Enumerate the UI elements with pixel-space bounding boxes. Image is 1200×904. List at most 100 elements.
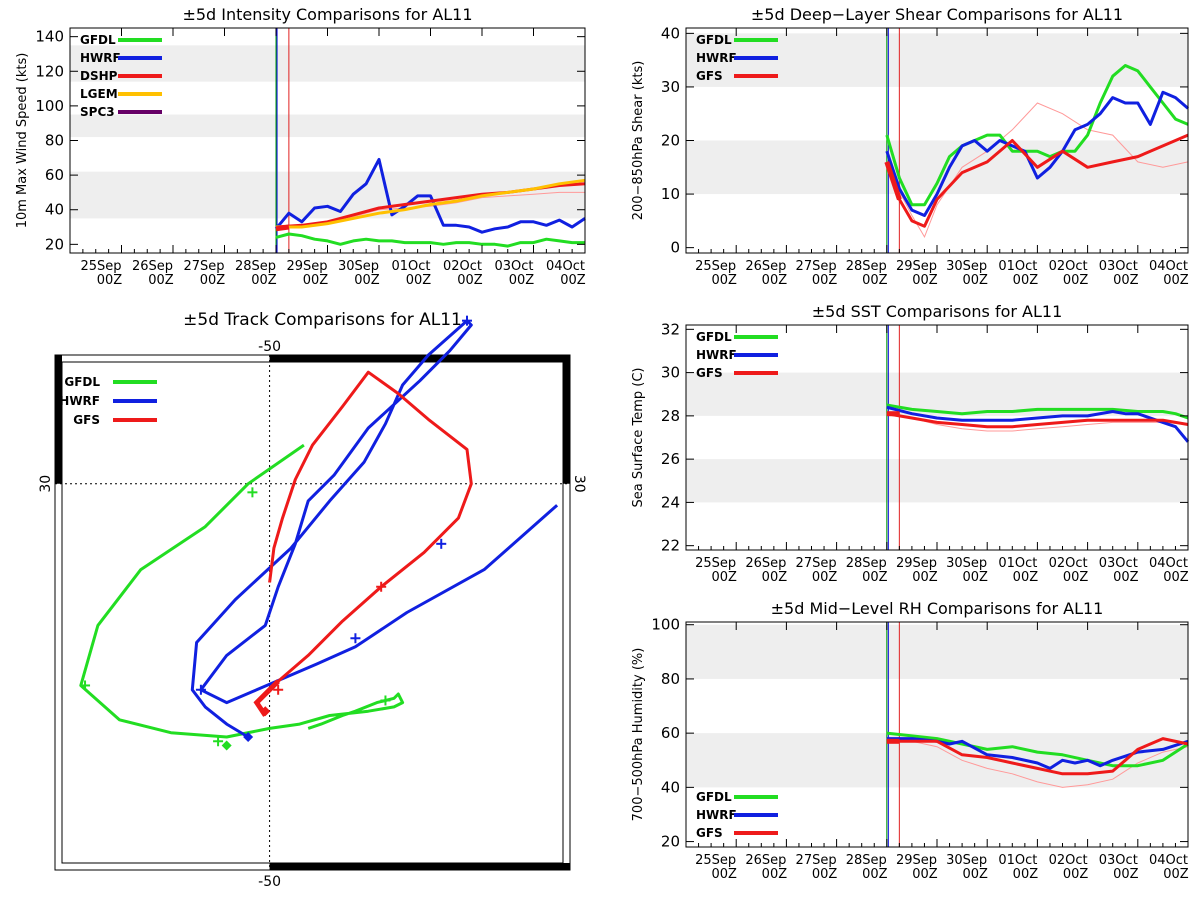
y-axis-label: 700−500hPa Humidity (%) (631, 648, 646, 822)
x-tick-label: 30Sep (946, 259, 987, 274)
legend-label: GFDL (64, 375, 100, 389)
x-tick-label: 00Z (148, 273, 174, 288)
x-tick-label: 03Oct (1099, 556, 1138, 571)
x-tick-label: 00Z (762, 570, 788, 585)
x-tick-label: 00Z (457, 273, 483, 288)
y-tick-label: 80 (45, 132, 64, 150)
x-tick-label: 03Oct (1099, 853, 1138, 868)
x-tick-label: 00Z (962, 867, 988, 882)
chart-title: ±5d Intensity Comparisons for AL11 (182, 5, 472, 24)
y-tick-label: 24 (661, 493, 680, 511)
x-tick-label: 00Z (1063, 273, 1089, 288)
series-line-gfs (886, 737, 1189, 776)
initial-segment (884, 161, 902, 201)
y-tick-label: 40 (45, 201, 64, 219)
x-tick-label: 30Sep (946, 853, 987, 868)
y-tick-label: 10 (661, 185, 680, 203)
x-tick-label: 00Z (1163, 273, 1189, 288)
x-tick-label: 00Z (1063, 867, 1089, 882)
chart-title: ±5d Mid−Level RH Comparisons for AL11 (771, 599, 1104, 618)
y-axis-label: Sea Surface Temp (C) (631, 367, 646, 507)
thin-series-line (886, 738, 1189, 788)
legend-label: HWRF (59, 394, 100, 408)
legend-label: GFDL (696, 33, 732, 47)
y-tick-label: 26 (661, 450, 680, 468)
x-tick-label: 04Oct (1149, 853, 1188, 868)
x-tick-label: 25Sep (80, 259, 121, 274)
x-tick-label: 00Z (862, 867, 888, 882)
x-tick-label: 00Z (97, 273, 123, 288)
x-tick-label: 02Oct (1049, 259, 1088, 274)
legend-label: GFS (696, 826, 723, 840)
legend-label: GFDL (80, 33, 116, 47)
x-tick-label: 00Z (1113, 867, 1139, 882)
x-tick-label: 00Z (912, 570, 938, 585)
shaded-band (686, 459, 1188, 503)
x-tick-label: 30Sep (946, 556, 987, 571)
y-axis-label: 10m Max Wind Speed (kts) (15, 53, 30, 229)
track-line-hwrf (190, 319, 559, 739)
series-line-gfs (886, 412, 1189, 429)
x-tick-label: 00Z (862, 570, 888, 585)
legend-label: HWRF (696, 808, 737, 822)
y-axis-label: 200−850hPa Shear (kts) (631, 61, 646, 221)
x-tick-label: 00Z (962, 570, 988, 585)
series-line-gfdl (885, 64, 1189, 207)
x-tick-label: 25Sep (695, 853, 736, 868)
x-tick-label: 00Z (711, 570, 737, 585)
x-tick-label: 02Oct (443, 259, 482, 274)
y-tick-label: 28 (661, 407, 680, 425)
x-tick-label: 27Sep (183, 259, 224, 274)
y-tick-label: 20 (45, 235, 64, 253)
y-tick-label: 20 (661, 833, 680, 851)
x-tick-label: 28Sep (235, 259, 276, 274)
x-tick-label: 00Z (509, 273, 535, 288)
x-tick-label: 29Sep (896, 853, 937, 868)
chart-title: ±5d Track Comparisons for AL11 (183, 310, 462, 330)
map-border-bar (563, 355, 570, 484)
chart-panel-0: 2040608010012014025Sep00Z26Sep00Z27Sep00… (15, 5, 586, 288)
x-tick-label: 00Z (1013, 867, 1039, 882)
map-frame-inner (61, 361, 564, 864)
series-line-hwrf (274, 158, 586, 234)
x-tick-label: 03Oct (1099, 259, 1138, 274)
x-tick-label: 02Oct (1049, 556, 1088, 571)
shaded-band (70, 171, 585, 219)
series-line-gfdl (886, 731, 1189, 768)
initial-segment (253, 679, 280, 717)
chart-title: ±5d SST Comparisons for AL11 (812, 302, 1063, 321)
series-line-gfs (885, 133, 1189, 228)
legend-label: HWRF (696, 51, 737, 65)
longitude-label: -50 (258, 874, 281, 890)
y-tick-label: 30 (661, 78, 680, 96)
x-tick-label: 29Sep (896, 556, 937, 571)
legend-label: SPC3 (80, 105, 115, 119)
x-tick-label: 00Z (303, 273, 329, 288)
y-tick-label: 140 (35, 28, 64, 46)
legend-label: HWRF (80, 51, 121, 65)
x-tick-label: 00Z (762, 273, 788, 288)
x-tick-label: 00Z (962, 273, 988, 288)
y-tick-label: 20 (661, 132, 680, 150)
y-tick-label: 120 (35, 62, 64, 80)
legend-label: GFS (73, 413, 100, 427)
series-line-gfdl (275, 232, 585, 248)
y-tick-label: 30 (661, 364, 680, 382)
longitude-label: -50 (258, 339, 281, 355)
legend-label: LGEM (80, 87, 118, 101)
series-line-hwrf (886, 737, 1189, 770)
x-tick-label: 00Z (200, 273, 226, 288)
x-tick-label: 25Sep (695, 556, 736, 571)
x-tick-label: 27Sep (796, 556, 837, 571)
shaded-band (686, 624, 1188, 679)
series-line-lgem (276, 178, 586, 229)
x-tick-label: 27Sep (796, 853, 837, 868)
plot-frame (685, 324, 1189, 551)
thin-series-line (886, 413, 1189, 432)
x-tick-label: 00Z (1013, 273, 1039, 288)
track-map: ±5d Track Comparisons for AL11 -50 -50 30 30… (38, 310, 587, 890)
x-tick-label: 29Sep (286, 259, 327, 274)
y-tick-label: 60 (45, 166, 64, 184)
